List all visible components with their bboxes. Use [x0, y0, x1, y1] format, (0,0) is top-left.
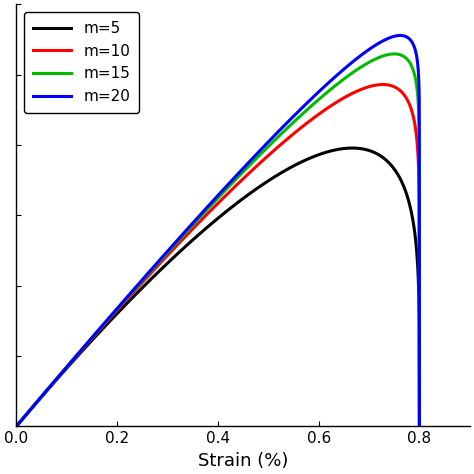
- m=10: [210, 206, 215, 212]
- m=15: [34, 399, 40, 405]
- Line: m=5: m=5: [16, 148, 419, 427]
- Line: m=15: m=15: [16, 54, 419, 427]
- Line: m=10: m=10: [16, 84, 419, 427]
- Line: m=20: m=20: [16, 36, 419, 427]
- m=15: [13, 424, 19, 429]
- m=15: [405, 57, 410, 63]
- m=5: [405, 195, 410, 201]
- m=10: [34, 399, 40, 405]
- m=10: [405, 98, 411, 104]
- m=20: [405, 35, 411, 41]
- m=10: [331, 101, 337, 107]
- m=10: [380, 82, 385, 87]
- m=5: [349, 145, 355, 151]
- m=15: [199, 213, 204, 219]
- m=5: [34, 400, 40, 405]
- m=15: [405, 57, 411, 63]
- m=15: [392, 51, 397, 57]
- m=5: [210, 220, 215, 226]
- Legend: m=5, m=10, m=15, m=20: m=5, m=10, m=15, m=20: [24, 12, 139, 113]
- m=5: [331, 147, 337, 153]
- m=10: [405, 98, 410, 103]
- X-axis label: Strain (%): Strain (%): [198, 452, 288, 470]
- m=5: [13, 424, 19, 429]
- m=10: [417, 424, 422, 429]
- m=15: [331, 84, 337, 90]
- m=15: [417, 424, 422, 429]
- m=5: [417, 424, 422, 429]
- m=5: [405, 196, 411, 201]
- m=20: [331, 75, 337, 81]
- m=10: [13, 424, 19, 429]
- m=15: [210, 201, 215, 207]
- m=5: [199, 229, 204, 235]
- m=10: [199, 217, 204, 223]
- m=20: [210, 199, 215, 204]
- m=20: [199, 210, 204, 216]
- m=20: [397, 33, 403, 38]
- m=20: [34, 399, 40, 405]
- m=20: [417, 424, 422, 429]
- m=20: [405, 35, 410, 40]
- m=20: [13, 424, 19, 429]
